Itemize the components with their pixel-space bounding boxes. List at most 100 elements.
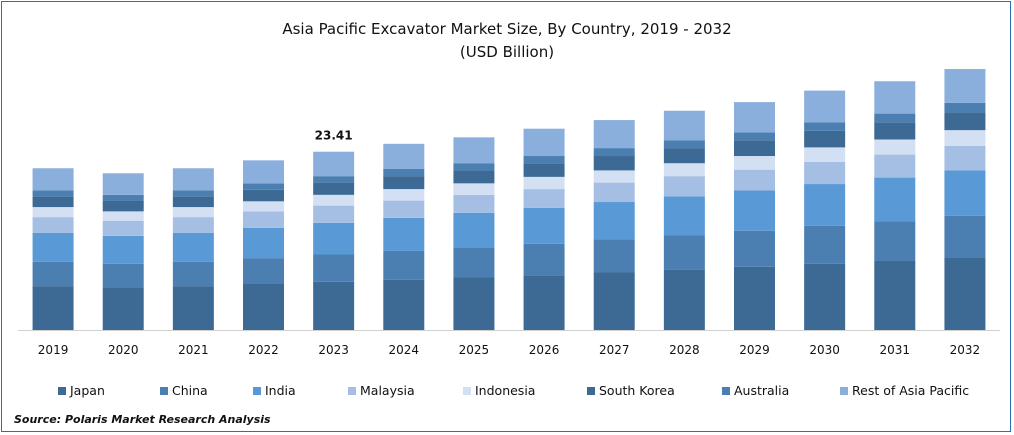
bar-segment [944,170,986,216]
bar-segment [874,177,916,222]
bar-segment [874,113,916,123]
bar-segment [453,194,495,213]
bar-segment [734,102,775,133]
bar-segment [734,190,775,231]
bar-segment [874,260,916,330]
bar-segment [383,279,425,330]
bar-segment [734,156,775,170]
bar-segment [313,151,355,177]
data-label: 23.41 [315,129,353,143]
bar-segment [383,176,425,190]
bar-segment [593,156,635,171]
bar-segment [663,140,705,149]
x-tick-label: 2023 [318,343,349,357]
bar-segment [102,263,144,288]
bar-segment [804,263,846,330]
bar-segment [32,190,74,197]
bar-segment [32,207,74,218]
legend-label: Rest of Asia Pacific [852,383,969,398]
bar-segment [453,212,495,248]
legend-swatch [463,387,471,395]
bar-segment [874,139,916,155]
source-note: Source: Polaris Market Research Analysis [14,413,271,426]
legend-label: India [265,383,296,398]
bar-segment [32,168,74,191]
x-tick-label: 2026 [529,343,560,357]
bar-segment [453,247,495,278]
bar-segment [523,207,565,244]
bar-segment [804,161,846,185]
x-tick-label: 2020 [108,343,139,357]
bar-segment [593,239,635,273]
bar-segment [172,217,214,233]
bar-segment [102,235,144,264]
bar-segment [383,250,425,280]
x-tick-label: 2022 [248,343,279,357]
x-tick-label: 2028 [669,343,700,357]
bar-segment [243,211,284,228]
x-tick-label: 2030 [809,343,840,357]
bar-segment [734,266,775,330]
bar-segment [663,163,705,177]
bar-segment [313,281,355,330]
legend-swatch [58,387,66,395]
bar-segment [453,277,495,330]
bar-segment [734,140,775,157]
legend-label: South Korea [599,383,675,398]
bar-segment [102,220,144,236]
bar-segment [944,112,986,131]
bar-segment [102,200,144,212]
bar-segment [313,254,355,282]
bar-segment [523,163,565,177]
bar-segment [243,258,284,284]
bar-segment [804,225,846,264]
x-tick-label: 2031 [880,343,911,357]
bar-segment [32,232,74,262]
bar-segment [874,81,916,114]
bar-segment [383,143,425,169]
bar-segment [243,183,284,190]
bar-segment [663,110,705,141]
bar-segment [243,189,284,202]
legend-label: Indonesia [475,383,535,398]
bar-segment [313,182,355,195]
bar-segment [593,202,635,240]
bar-segment [663,176,705,197]
bar-segment [944,257,986,330]
bar-segment [102,211,144,221]
bar-segment [172,232,214,262]
bar-segment [523,176,565,190]
bar-segment [874,154,916,178]
bar-segment [243,160,284,184]
bar-segment [383,189,425,201]
bar-segment [874,221,916,261]
legend-label: Australia [734,383,789,398]
bar-segment [453,137,495,164]
legend-swatch [722,387,730,395]
bar-segment [172,207,214,218]
chart-subtitle: (USD Billion) [459,43,555,61]
bar-segment [734,169,775,191]
legend-swatch [160,387,168,395]
legend-swatch [840,387,848,395]
bar-segment [523,275,565,330]
legend-label: Malaysia [360,383,415,398]
legend-swatch [348,387,356,395]
bar-segment [663,148,705,164]
bar-segment [172,286,214,330]
bar-segment [243,283,284,330]
bar-segment [944,130,986,146]
bar-segment [593,272,635,330]
bar-segment [523,128,565,157]
legend-label: Japan [69,383,105,398]
bar-segment [593,120,635,149]
bar-segment [243,227,284,259]
bar-segment [313,194,355,206]
bar-segment [523,243,565,276]
bar-segment [804,184,846,226]
bar-segment [102,194,144,201]
x-tick-label: 2024 [389,343,420,357]
bar-segment [804,90,846,123]
bar-segment [523,156,565,164]
